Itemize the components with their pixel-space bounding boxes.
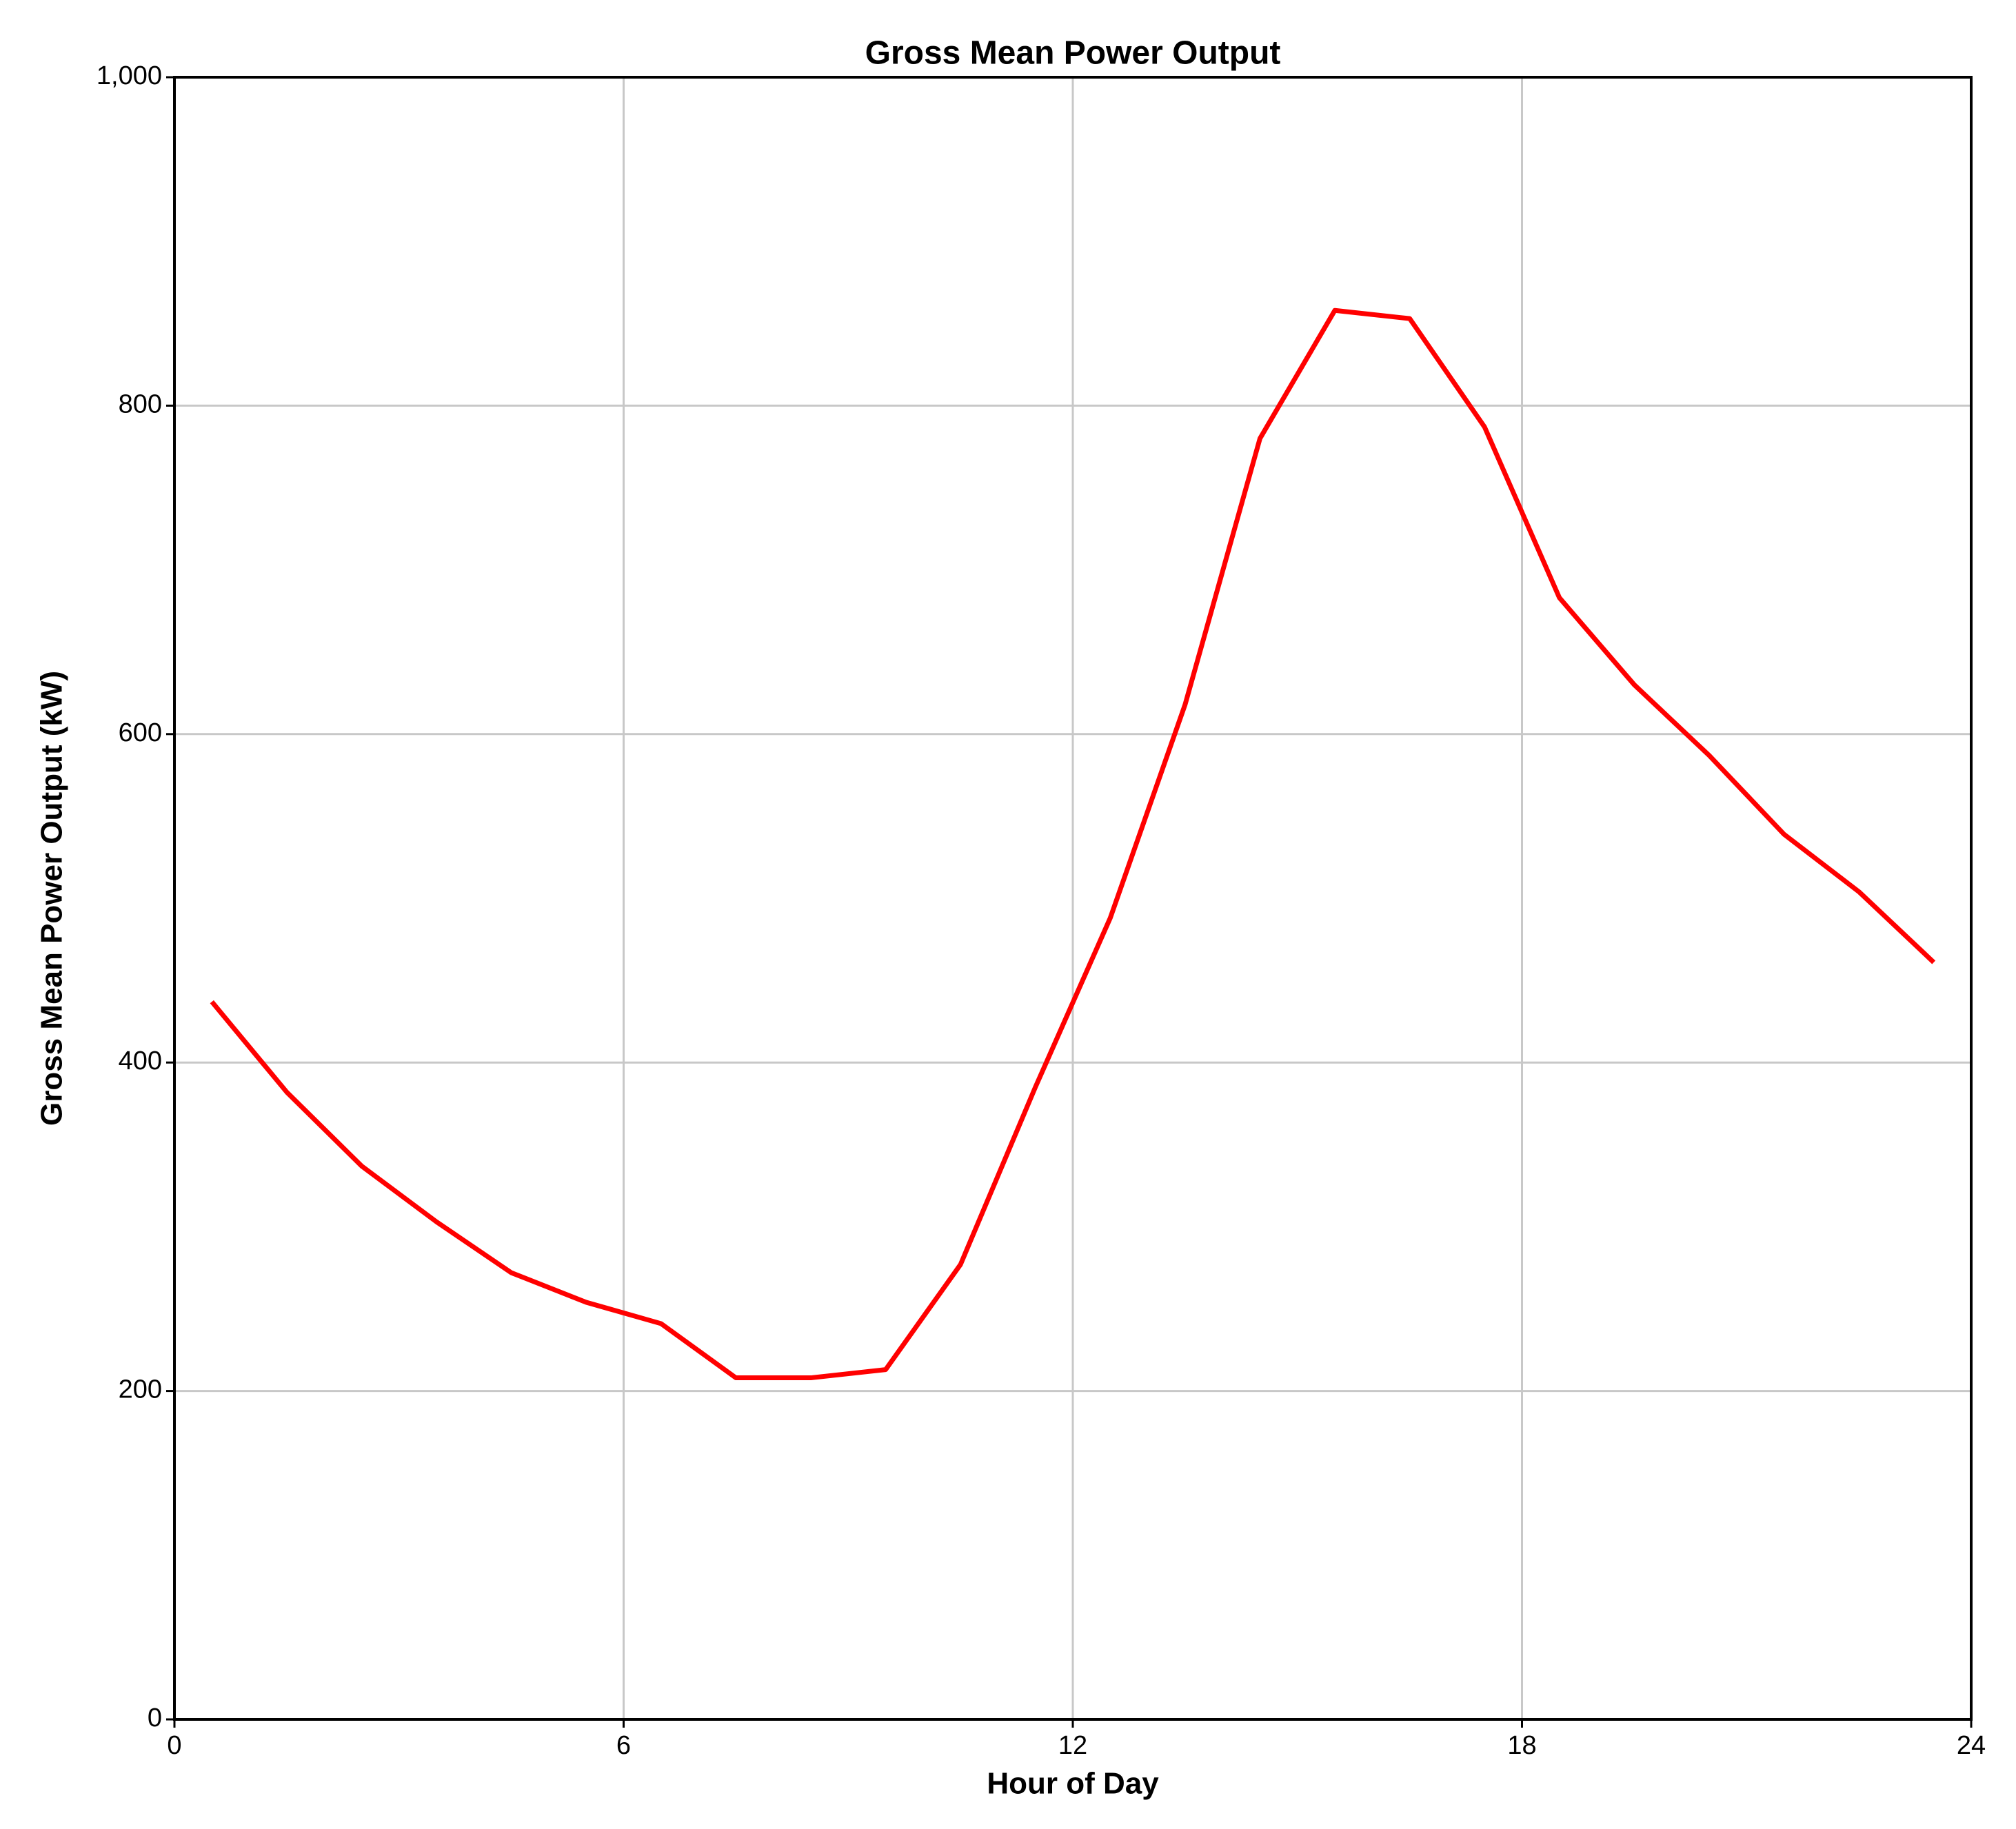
x-axis-label: Hour of Day (987, 1767, 1159, 1801)
y-tick-label: 800 (119, 390, 162, 418)
y-tick-label: 400 (119, 1047, 162, 1075)
y-tick-label: 1,000 (97, 61, 162, 90)
plot-frame (173, 76, 1973, 1721)
y-tick-label: 600 (119, 718, 162, 747)
x-tick-label: 0 (167, 1731, 181, 1760)
data-line (210, 307, 1936, 1381)
y-tick-label: 0 (148, 1704, 162, 1732)
x-tick-label: 18 (1507, 1731, 1536, 1760)
x-tick-label: 6 (616, 1731, 631, 1760)
y-tick-label: 200 (119, 1375, 162, 1404)
x-tick-label: 24 (1957, 1731, 1986, 1760)
y-axis-label: Gross Mean Power Output (kW) (35, 671, 69, 1126)
chart-title: Gross Mean Power Output (865, 35, 1281, 72)
x-tick-label: 12 (1058, 1731, 1087, 1760)
